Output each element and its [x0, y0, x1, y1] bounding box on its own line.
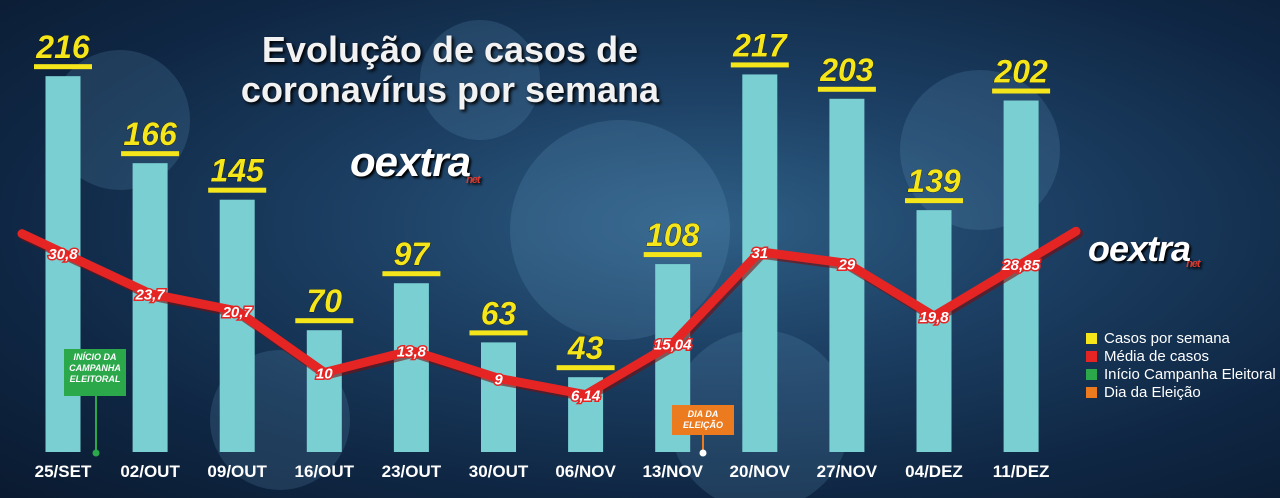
- title-line-2: coronavírus por semana: [240, 69, 660, 110]
- legend-label: Dia da Eleição: [1104, 384, 1201, 401]
- bar-value-underline: [34, 64, 92, 70]
- chart-title: Evolução de casos de coronavírus por sem…: [200, 30, 700, 110]
- title-line-1: Evolução de casos de: [261, 29, 639, 70]
- legend-item: Casos por semana: [1086, 330, 1276, 347]
- legend-swatch: [1086, 387, 1097, 398]
- x-tick-label: 09/OUT: [207, 462, 267, 481]
- x-tick-label: 23/OUT: [382, 462, 442, 481]
- legend-swatch: [1086, 369, 1097, 380]
- bar: [481, 342, 516, 452]
- line-value-label: 6,14: [571, 388, 601, 405]
- legend-swatch: [1086, 333, 1097, 344]
- line-value-label: 30,8: [48, 246, 78, 263]
- campaign-start-badge: INÍCIO DA CAMPANHA ELEITORAL: [64, 349, 126, 396]
- bar: [393, 283, 429, 452]
- logo-suffix: net: [466, 174, 480, 186]
- bar: [132, 163, 168, 452]
- x-tick-label: 30/OUT: [469, 462, 529, 481]
- bar-value-label: 203: [819, 52, 874, 88]
- line-value-label: 23,7: [134, 287, 165, 304]
- bar-value-underline: [208, 187, 267, 193]
- x-tick-label: 13/NOV: [642, 462, 703, 481]
- bar: [306, 330, 342, 452]
- line-value-label: 29: [838, 256, 856, 273]
- x-tick-label: 25/SET: [35, 462, 92, 481]
- bar-value-label: 70: [307, 283, 343, 319]
- line-value-label: 13,8: [397, 344, 427, 361]
- legend-label: Casos por semana: [1104, 330, 1230, 347]
- legend-label: Início Campanha Eleitoral: [1104, 366, 1276, 383]
- legend-item: Média de casos: [1086, 348, 1276, 365]
- bar-value-underline: [121, 151, 180, 157]
- legend-item: Início Campanha Eleitoral: [1086, 366, 1276, 383]
- bar-value-underline: [905, 198, 963, 204]
- x-tick-label: 16/OUT: [295, 462, 355, 481]
- legend-label: Média de casos: [1104, 348, 1210, 365]
- bar-value-underline: [382, 271, 441, 277]
- bar-value-label: 145: [211, 153, 266, 189]
- logo-suffix: net: [1186, 258, 1200, 270]
- line-value-label: 9: [494, 371, 503, 388]
- bar-value-label: 63: [481, 295, 517, 331]
- logo-text: oextra: [350, 138, 471, 185]
- bar-value-label: 97: [394, 236, 432, 272]
- line-value-label: 10: [316, 366, 333, 383]
- bar-value-underline: [643, 252, 702, 258]
- legend: Casos por semana Média de casos Início C…: [1086, 330, 1276, 402]
- legend-item: Dia da Eleição: [1086, 384, 1276, 401]
- series-line: [17, 226, 1081, 400]
- bar-value-label: 108: [646, 217, 700, 253]
- x-tick-label: 20/NOV: [730, 462, 791, 481]
- bar-value-underline: [295, 318, 354, 324]
- line-value-label: 31: [751, 245, 768, 262]
- bar-value-underline: [992, 88, 1051, 94]
- x-tick-label: 11/DEZ: [993, 462, 1050, 481]
- line-value-label: 20,7: [222, 304, 253, 321]
- bar-value-label: 139: [907, 163, 961, 199]
- bar: [916, 210, 952, 452]
- logo-text: oextra: [1088, 228, 1191, 269]
- bar-value-underline: [469, 330, 528, 336]
- x-tick-label: 06/NOV: [555, 462, 616, 481]
- bar-value-label: 166: [123, 116, 177, 152]
- bar-value-label: 43: [567, 330, 604, 366]
- logo-oextra: oextranet: [350, 138, 481, 186]
- election-day-marker-dot: [699, 449, 707, 457]
- election-day-badge: DIA DA ELEIÇÃO: [672, 405, 734, 435]
- x-tick-label: 04/DEZ: [905, 462, 963, 481]
- bar-value-label: 216: [35, 29, 90, 65]
- bar-value-underline: [730, 62, 789, 68]
- logo-oextra-right: oextranet: [1088, 228, 1201, 270]
- background-virus-shape: [420, 20, 540, 140]
- bar-value-underline: [556, 365, 615, 371]
- bar-value-underline: [817, 86, 876, 92]
- bar-value-label: 202: [993, 54, 1048, 90]
- x-tick-label: 27/NOV: [817, 462, 878, 481]
- line-value-label: 28,85: [1001, 257, 1040, 274]
- line-value-label: 19,8: [919, 309, 949, 326]
- bar-value-label: 217: [732, 27, 789, 63]
- line-value-label: 15,04: [654, 337, 692, 354]
- legend-swatch: [1086, 351, 1097, 362]
- x-tick-label: 02/OUT: [120, 462, 180, 481]
- campaign-start-marker-dot: [92, 449, 100, 457]
